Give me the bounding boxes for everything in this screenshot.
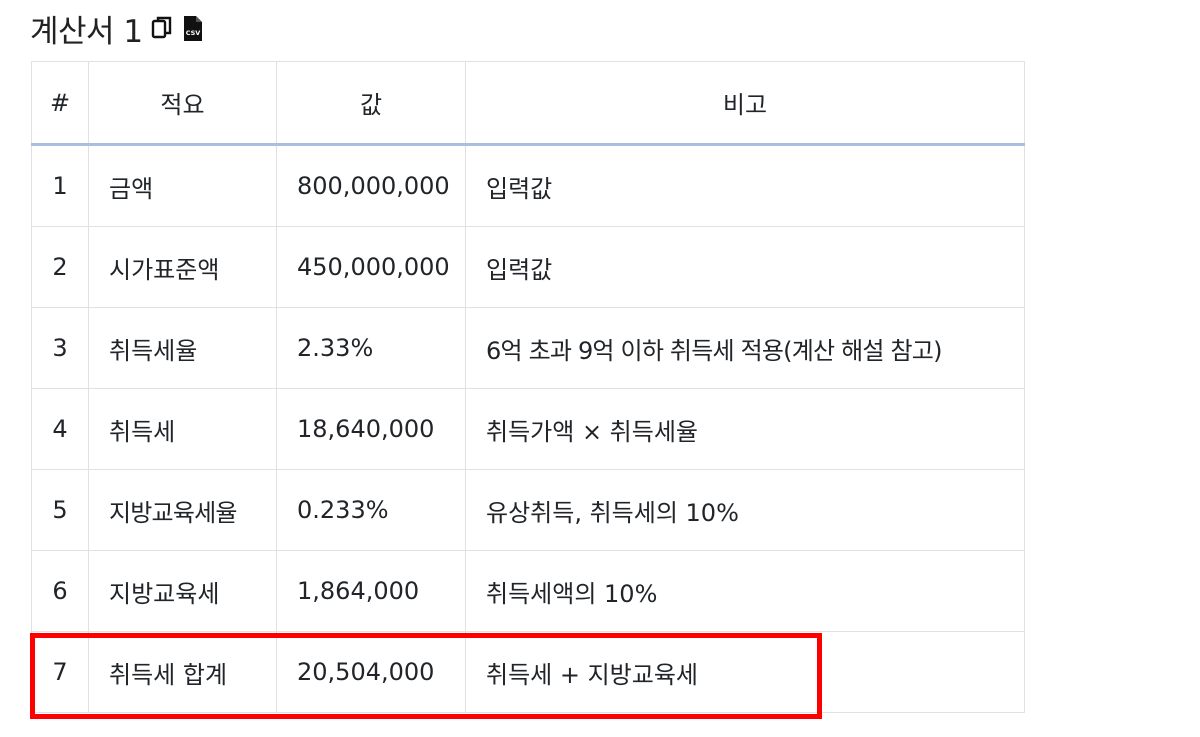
row-number: 1	[31, 144, 89, 227]
row-note: 유상취득, 취득세의 10%	[465, 469, 1025, 551]
row-item: 금액	[88, 144, 277, 227]
row-item: 시가표준액	[88, 226, 277, 308]
row-note: 입력값	[465, 226, 1025, 308]
table-row: 2 시가표준액 450,000,000 입력값	[31, 226, 1025, 308]
row-value: 450,000,000	[276, 226, 466, 308]
column-header-number: #	[31, 61, 89, 146]
table-header-row: # 적요 값 비고	[31, 61, 1025, 146]
row-number: 5	[31, 469, 89, 551]
row-note: 취득세액의 10%	[465, 550, 1025, 632]
row-note: 취득세 + 지방교육세	[465, 631, 1025, 713]
calculation-table-container: # 적요 값 비고 1 금액 800,000,000 입력값 2 시가표준액 4…	[31, 61, 1025, 713]
row-number: 3	[31, 307, 89, 389]
row-item: 취득세	[88, 388, 277, 470]
row-item: 지방교육세율	[88, 469, 277, 551]
row-item: 취득세율	[88, 307, 277, 389]
table-row-total: 7 취득세 합계 20,504,000 취득세 + 지방교육세	[31, 631, 1025, 713]
row-note: 6억 초과 9억 이하 취득세 적용(계산 해설 참고)	[465, 307, 1025, 389]
csv-icon-label: CSV	[185, 29, 200, 37]
row-value: 800,000,000	[276, 144, 466, 227]
table-row: 6 지방교육세 1,864,000 취득세액의 10%	[31, 550, 1025, 632]
row-number: 4	[31, 388, 89, 470]
row-note: 입력값	[465, 144, 1025, 227]
column-header-value: 값	[276, 61, 466, 146]
column-header-note: 비고	[465, 61, 1025, 146]
row-item: 취득세 합계	[88, 631, 277, 713]
calculation-table: # 적요 값 비고 1 금액 800,000,000 입력값 2 시가표준액 4…	[31, 61, 1025, 713]
page-title: 계산서 1	[30, 13, 143, 50]
copy-icon[interactable]	[151, 15, 173, 41]
table-row: 3 취득세율 2.33% 6억 초과 9억 이하 취득세 적용(계산 해설 참고…	[31, 307, 1025, 389]
row-number: 6	[31, 550, 89, 632]
table-row: 5 지방교육세율 0.233% 유상취득, 취득세의 10%	[31, 469, 1025, 551]
row-note: 취득가액 × 취득세율	[465, 388, 1025, 470]
row-number: 2	[31, 226, 89, 308]
row-value: 1,864,000	[276, 550, 466, 632]
calculation-title-bar: 계산서 1 CSV	[30, 8, 203, 50]
column-header-item: 적요	[88, 61, 277, 146]
table-row: 4 취득세 18,640,000 취득가액 × 취득세율	[31, 388, 1025, 470]
csv-file-icon[interactable]: CSV	[183, 15, 203, 42]
row-value: 0.233%	[276, 469, 466, 551]
row-value: 18,640,000	[276, 388, 466, 470]
table-row: 1 금액 800,000,000 입력값	[31, 144, 1025, 227]
row-value: 2.33%	[276, 307, 466, 389]
row-value: 20,504,000	[276, 631, 466, 713]
row-item: 지방교육세	[88, 550, 277, 632]
row-number: 7	[31, 631, 89, 713]
